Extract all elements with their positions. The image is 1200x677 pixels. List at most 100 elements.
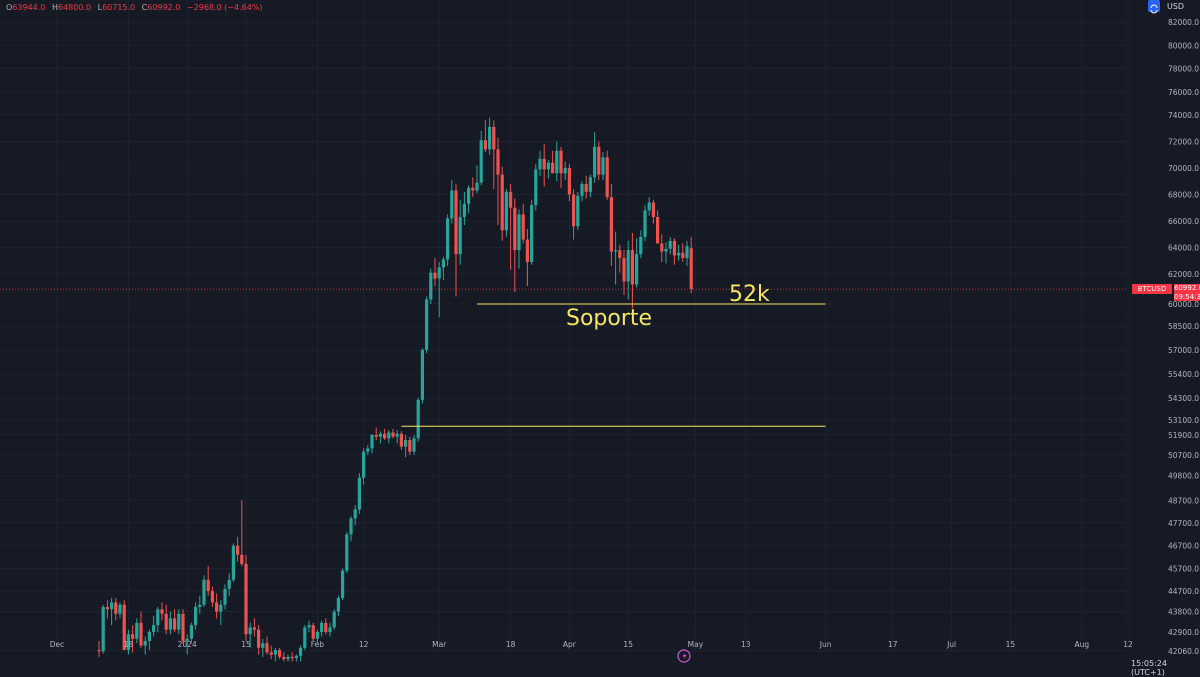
candle — [307, 620, 311, 632]
candle-body — [450, 190, 454, 219]
annotation-soporte[interactable]: Soporte — [566, 306, 653, 331]
candle — [450, 179, 454, 224]
candle-body — [391, 432, 395, 437]
low-value: 60715.0 — [102, 3, 136, 12]
candle — [651, 199, 655, 224]
candle — [374, 427, 378, 440]
candle-body — [387, 432, 391, 439]
candle-body — [488, 126, 492, 150]
y-tick-label: 54300.0 — [1168, 394, 1199, 403]
horizontal-lines — [401, 303, 826, 427]
candle-body — [290, 656, 294, 659]
candle — [584, 175, 588, 199]
candle — [131, 625, 135, 653]
candle-body — [496, 149, 500, 175]
candle-body — [320, 622, 324, 632]
candle — [504, 189, 508, 237]
candle-body — [429, 272, 433, 300]
candle — [227, 572, 231, 596]
candle-body — [341, 570, 345, 598]
candle — [252, 618, 256, 637]
candle — [248, 622, 252, 648]
last-price-value: 60992.0 — [1174, 284, 1200, 292]
candle-body — [189, 625, 193, 639]
candle-body — [240, 554, 244, 564]
candle — [273, 647, 277, 662]
candle-body — [475, 182, 479, 191]
candle-body — [383, 433, 387, 439]
candle-body — [126, 634, 130, 651]
candle — [231, 543, 235, 583]
candle — [689, 236, 693, 294]
candle — [635, 238, 639, 288]
candle-body — [286, 656, 290, 660]
candle-body — [202, 579, 206, 605]
candle — [194, 602, 198, 630]
candle-body — [471, 187, 475, 191]
candle — [282, 652, 286, 662]
candle-body — [194, 606, 198, 626]
candle — [185, 634, 189, 655]
y-tick-label: 80000.0 — [1168, 41, 1199, 50]
candle-body — [303, 627, 307, 648]
bar-countdown: 09:54:35 — [1174, 292, 1200, 301]
lightning-icon[interactable] — [677, 649, 691, 663]
candle — [441, 256, 445, 280]
candle — [597, 141, 601, 180]
y-tick-label: 45700.0 — [1168, 564, 1199, 573]
grid — [0, 0, 1129, 652]
candle — [168, 611, 172, 635]
candle — [656, 210, 660, 244]
annotation-52k[interactable]: 52k — [729, 282, 770, 307]
candle — [110, 597, 114, 626]
x-tick-label: May — [688, 640, 704, 649]
candle-body — [462, 203, 466, 218]
candle — [147, 629, 151, 651]
candle — [219, 600, 223, 626]
symbol-tag: BTCUSD — [1132, 284, 1172, 294]
y-tick-label: 74000.0 — [1168, 111, 1199, 120]
y-tick-label: 60000.0 — [1168, 300, 1199, 309]
candle — [160, 602, 164, 621]
high-label: H — [51, 3, 58, 12]
candle-body — [324, 622, 328, 632]
candle-body — [168, 618, 172, 630]
currency-switch-icon[interactable] — [1148, 0, 1160, 14]
candle — [521, 203, 525, 244]
currency-label[interactable]: USD — [1167, 2, 1185, 11]
candle — [576, 191, 580, 231]
candle — [672, 238, 676, 265]
candle-body — [353, 509, 357, 519]
candle-body — [139, 622, 143, 646]
y-tick-label: 72000.0 — [1168, 138, 1199, 147]
candle-body — [311, 625, 315, 639]
candle — [97, 641, 101, 657]
candle-body — [248, 627, 252, 635]
candle-body — [660, 243, 664, 252]
candle-body — [332, 611, 336, 628]
candle — [500, 166, 504, 241]
candle-body — [315, 631, 319, 639]
candle-body — [639, 236, 643, 255]
candle — [311, 622, 315, 642]
candle — [114, 597, 118, 621]
candle — [488, 117, 492, 155]
candle — [383, 428, 387, 440]
candle — [156, 606, 160, 632]
candle — [534, 164, 538, 211]
candle — [446, 214, 450, 267]
candle — [206, 566, 210, 596]
candle-body — [597, 146, 601, 175]
candle-body — [210, 591, 214, 603]
candle — [588, 174, 592, 198]
y-tick-label: 78000.0 — [1168, 65, 1199, 74]
candle — [647, 197, 651, 216]
candle-body — [416, 399, 420, 439]
candle-body — [559, 150, 563, 174]
candle-body — [97, 650, 101, 652]
x-tick-label: 12 — [359, 640, 369, 649]
candle — [563, 161, 567, 180]
close-label: C — [141, 3, 148, 12]
candle — [362, 448, 366, 485]
